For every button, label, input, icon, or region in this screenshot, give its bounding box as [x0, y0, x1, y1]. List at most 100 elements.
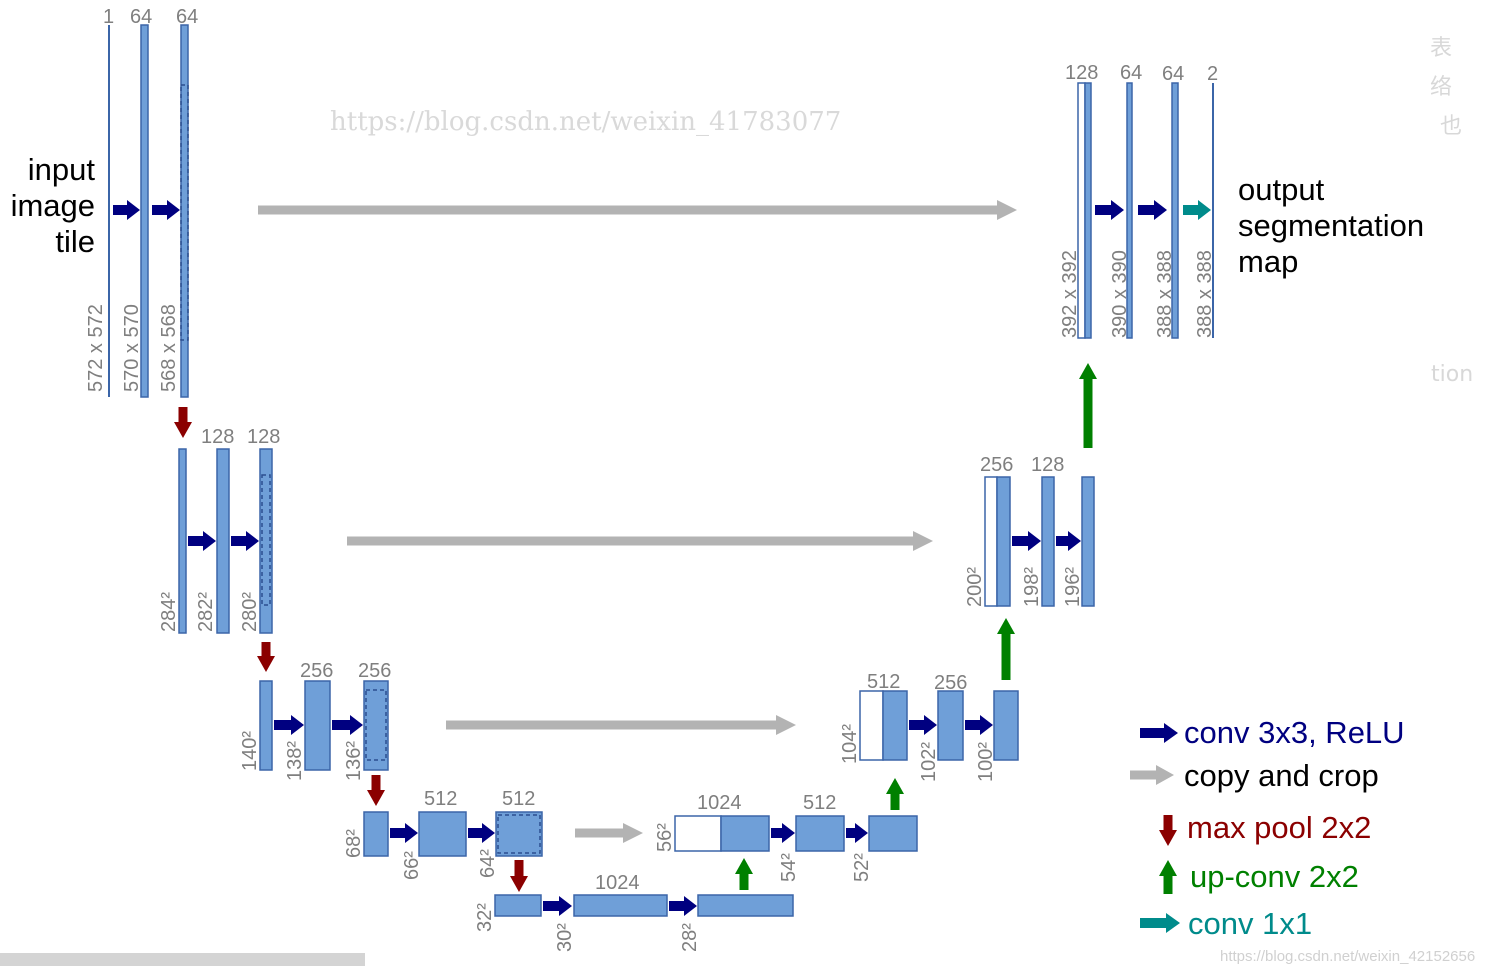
feature-map — [882, 690, 908, 761]
faint-char: 表 — [1430, 36, 1452, 61]
channel-label: 256 — [358, 660, 391, 682]
feature-map — [868, 815, 918, 852]
cropped-feature-map — [859, 690, 884, 761]
size-label: 284² — [158, 592, 180, 632]
max-pool-arrow-icon — [367, 775, 385, 806]
feature-map — [1126, 82, 1133, 339]
feature-map — [1041, 476, 1055, 607]
feature-map — [259, 680, 273, 771]
legend-upconv-arrow-icon — [1159, 860, 1177, 894]
copy-crop-arrow-icon — [446, 715, 796, 735]
feature-map — [495, 811, 543, 857]
size-label: 102² — [918, 742, 940, 782]
conv-arrow-icon — [152, 200, 180, 220]
channel-label: 512 — [867, 671, 900, 693]
feature-map — [216, 448, 230, 634]
conv1x1-arrow-icon — [1183, 200, 1211, 220]
conv-arrow-icon — [332, 715, 363, 735]
crop-region — [365, 689, 387, 761]
size-label: 54² — [778, 853, 800, 882]
crop-region — [180, 84, 189, 341]
feature-map — [697, 894, 794, 917]
size-label: 568 x 568 — [158, 304, 180, 392]
legend-label-pool: max pool 2x2 — [1187, 810, 1371, 845]
feature-map — [1084, 82, 1092, 339]
channel-label: 64 — [1162, 63, 1184, 85]
channel-label: 512 — [424, 788, 457, 810]
size-label: 68² — [343, 829, 365, 858]
size-label: 28² — [679, 923, 701, 952]
watermark: https://blog.csdn.net/weixin_41783077 — [330, 107, 841, 137]
channel-label: 128 — [201, 426, 234, 448]
size-label: 64² — [477, 849, 499, 878]
size-label: 104² — [839, 724, 861, 764]
copy-crop-arrow-icon — [575, 823, 643, 843]
size-label: 140² — [239, 731, 261, 771]
conv-arrow-icon — [1138, 200, 1167, 220]
feature-map — [993, 690, 1019, 761]
faint-text: tion — [1431, 362, 1473, 387]
feature-map — [259, 448, 273, 634]
copy-crop-arrow-icon — [258, 200, 1017, 220]
max-pool-arrow-icon — [510, 860, 528, 892]
channel-label: 512 — [803, 792, 836, 814]
feature-map — [937, 690, 964, 761]
size-label: 282² — [195, 592, 217, 632]
size-label: 388 x 388 — [1194, 250, 1216, 338]
size-label: 392 x 392 — [1059, 250, 1081, 338]
output-label-line: map — [1238, 244, 1298, 279]
size-label: 32² — [474, 903, 496, 932]
feature-map — [494, 894, 542, 917]
feature-map — [795, 815, 845, 852]
feature-map — [363, 680, 389, 771]
size-label: 200² — [964, 567, 986, 607]
conv-arrow-icon — [188, 531, 216, 551]
conv-arrow-icon — [909, 715, 937, 735]
channel-label: 64 — [1120, 62, 1142, 84]
channel-label: 128 — [1065, 62, 1098, 84]
channel-label: 256 — [934, 672, 967, 694]
feature-map — [720, 815, 770, 852]
legend-conv-arrow-icon — [1140, 723, 1178, 743]
size-label: 66² — [401, 851, 423, 880]
up-conv-arrow-icon — [997, 618, 1015, 680]
channel-label: 128 — [1031, 454, 1064, 476]
channel-label: 1024 — [595, 872, 640, 894]
faint-char: 也 — [1440, 114, 1462, 139]
cropped-feature-map — [674, 815, 722, 852]
size-label: 388 x 388 — [1154, 250, 1176, 338]
size-label: 136² — [343, 741, 365, 781]
legend: conv 3x3, ReLU copy and crop max pool 2x… — [1184, 715, 1405, 941]
size-label: 198² — [1021, 567, 1043, 607]
size-label: 56² — [654, 823, 676, 852]
input-label-line: input — [28, 152, 96, 187]
conv-arrow-icon — [113, 200, 140, 220]
size-label: 196² — [1062, 567, 1084, 607]
output-label-line: segmentation — [1238, 208, 1424, 243]
background-text: 表 络 也 tion — [1430, 36, 1473, 387]
channel-label: 256 — [300, 660, 333, 682]
watermark: https://blog.csdn.net/weixin_42152656 — [1220, 948, 1475, 965]
conv-arrow-icon — [965, 715, 993, 735]
conv-arrow-icon — [1056, 531, 1081, 551]
conv-arrow-icon — [771, 823, 795, 843]
channel-label: 512 — [502, 788, 535, 810]
conv-arrow-icon — [274, 715, 304, 735]
feature-map — [140, 24, 149, 398]
feature-map — [1081, 476, 1095, 607]
up-conv-arrow-icon — [886, 778, 904, 810]
output-label-line: output — [1238, 172, 1325, 207]
size-label: 280² — [239, 592, 261, 632]
channel-label: 2 — [1207, 63, 1218, 85]
conv-arrow-icon — [669, 896, 697, 916]
channel-label: 64 — [130, 6, 152, 28]
copy-crop-arrow-icon — [347, 531, 933, 551]
conv-arrow-icon — [543, 896, 572, 916]
crop-region — [261, 474, 271, 606]
faint-char: 络 — [1430, 75, 1452, 100]
legend-label-conv1x1: conv 1x1 — [1188, 906, 1312, 941]
channel-label: 256 — [980, 454, 1013, 476]
legend-pool-arrow-icon — [1159, 815, 1177, 846]
size-label: 100² — [975, 742, 997, 782]
